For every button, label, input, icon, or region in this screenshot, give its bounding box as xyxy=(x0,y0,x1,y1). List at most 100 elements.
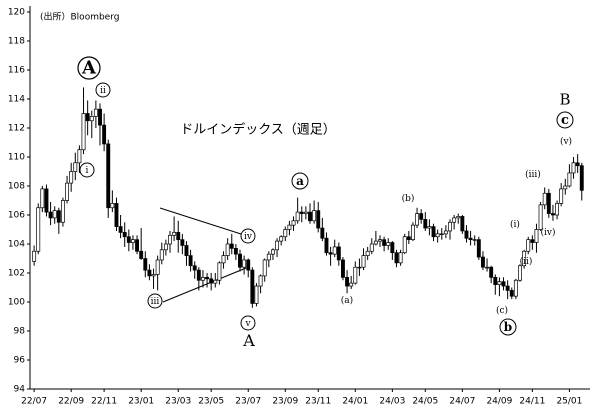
candle-body xyxy=(60,200,65,223)
wave-label: i xyxy=(86,166,89,176)
x-tick-label: 24/03 xyxy=(379,397,405,407)
candle-body xyxy=(534,229,539,243)
candle-body xyxy=(546,192,551,214)
candle-body xyxy=(555,203,560,216)
candle-body xyxy=(106,143,111,209)
candle-body xyxy=(163,243,168,251)
candle-body xyxy=(439,233,444,236)
candle-body xyxy=(48,211,53,219)
candle-body xyxy=(340,259,345,278)
triangle-lower-line xyxy=(162,267,247,303)
candle-body xyxy=(168,234,172,245)
candle-body xyxy=(69,171,74,184)
y-tick-label: 108 xyxy=(8,182,25,192)
candle-body xyxy=(332,246,337,255)
wave-label: (iii) xyxy=(525,169,541,180)
x-tick-label: 22/09 xyxy=(58,397,84,407)
candle-body xyxy=(102,124,107,145)
candle-body xyxy=(452,217,457,223)
candle-body xyxy=(353,266,358,284)
x-tick-label: 24/07 xyxy=(449,397,475,407)
candle-body xyxy=(56,210,61,223)
wave-label: a xyxy=(296,174,304,188)
wave-label-circle xyxy=(147,293,163,309)
candle-body xyxy=(65,182,70,201)
candle-body xyxy=(205,277,210,280)
candle-body xyxy=(402,236,407,254)
candle-body xyxy=(431,226,436,238)
candle-body xyxy=(159,249,164,261)
candle-body xyxy=(501,281,506,287)
candle-body xyxy=(250,269,255,304)
candle-body xyxy=(270,249,275,255)
candle-body xyxy=(308,211,312,222)
candle-body xyxy=(579,165,584,191)
wave-label: B xyxy=(559,91,570,109)
candle-body xyxy=(147,269,152,277)
candle-body xyxy=(427,226,432,229)
candle-body xyxy=(200,277,205,281)
y-tick-label: 94 xyxy=(14,385,26,395)
candle-body xyxy=(279,236,284,242)
candle-body xyxy=(295,211,300,222)
candle-body xyxy=(324,237,329,254)
candle-body xyxy=(254,285,259,304)
candle-body xyxy=(485,266,490,269)
candle-body xyxy=(246,259,251,271)
wave-label: (ii) xyxy=(520,256,533,267)
candle-body xyxy=(52,210,57,219)
candle-body xyxy=(320,227,325,239)
candle-body xyxy=(518,265,522,281)
candle-body xyxy=(312,210,317,222)
candle-body xyxy=(559,188,564,204)
candle-body xyxy=(538,204,543,230)
candle-body xyxy=(155,259,160,275)
candle-body xyxy=(188,255,193,267)
triangle-upper-line xyxy=(159,207,242,235)
candle-body xyxy=(550,213,555,216)
candle-body xyxy=(456,216,461,219)
candle-body xyxy=(468,237,473,240)
y-tick-label: 112 xyxy=(8,124,25,134)
candle-body xyxy=(143,258,148,271)
wave-label-circle xyxy=(95,82,111,98)
candle-body xyxy=(464,230,469,239)
candle-body xyxy=(118,226,123,233)
candle-body xyxy=(419,213,424,220)
candle-body xyxy=(139,250,144,259)
candle-body xyxy=(316,210,321,229)
wave-label: (b) xyxy=(402,193,415,204)
wave-label-circle xyxy=(291,172,309,190)
wave-label: (i) xyxy=(510,219,520,230)
y-tick-label: 102 xyxy=(8,269,25,279)
x-tick-label: 22/07 xyxy=(21,397,47,407)
wave-label-circle xyxy=(77,56,101,80)
wave-label-circle xyxy=(556,111,574,129)
candle-body xyxy=(184,245,189,256)
wave-label: (a) xyxy=(341,295,353,306)
candle-body xyxy=(180,239,185,246)
wave-label: A xyxy=(81,58,97,79)
candle-body xyxy=(81,113,86,151)
candle-body xyxy=(225,243,230,256)
candle-body xyxy=(36,207,41,252)
y-tick-label: 100 xyxy=(8,298,25,308)
x-tick-label: 23/09 xyxy=(272,397,298,407)
candle-body xyxy=(209,278,214,284)
x-tick-label: 23/11 xyxy=(305,397,331,407)
candle-body xyxy=(563,185,568,190)
y-tick-label: 116 xyxy=(8,66,25,76)
candle-body xyxy=(196,269,201,281)
candle-body xyxy=(443,230,448,235)
candle-body xyxy=(213,279,218,284)
y-tick-label: 96 xyxy=(14,356,26,366)
y-tick-label: 110 xyxy=(8,153,25,163)
wave-label: v xyxy=(244,319,251,329)
candle-body xyxy=(513,279,518,297)
candle-body xyxy=(40,188,45,209)
candle-body xyxy=(390,242,395,254)
candle-body xyxy=(480,256,485,268)
candle-body xyxy=(93,108,98,117)
candle-body xyxy=(493,277,498,285)
